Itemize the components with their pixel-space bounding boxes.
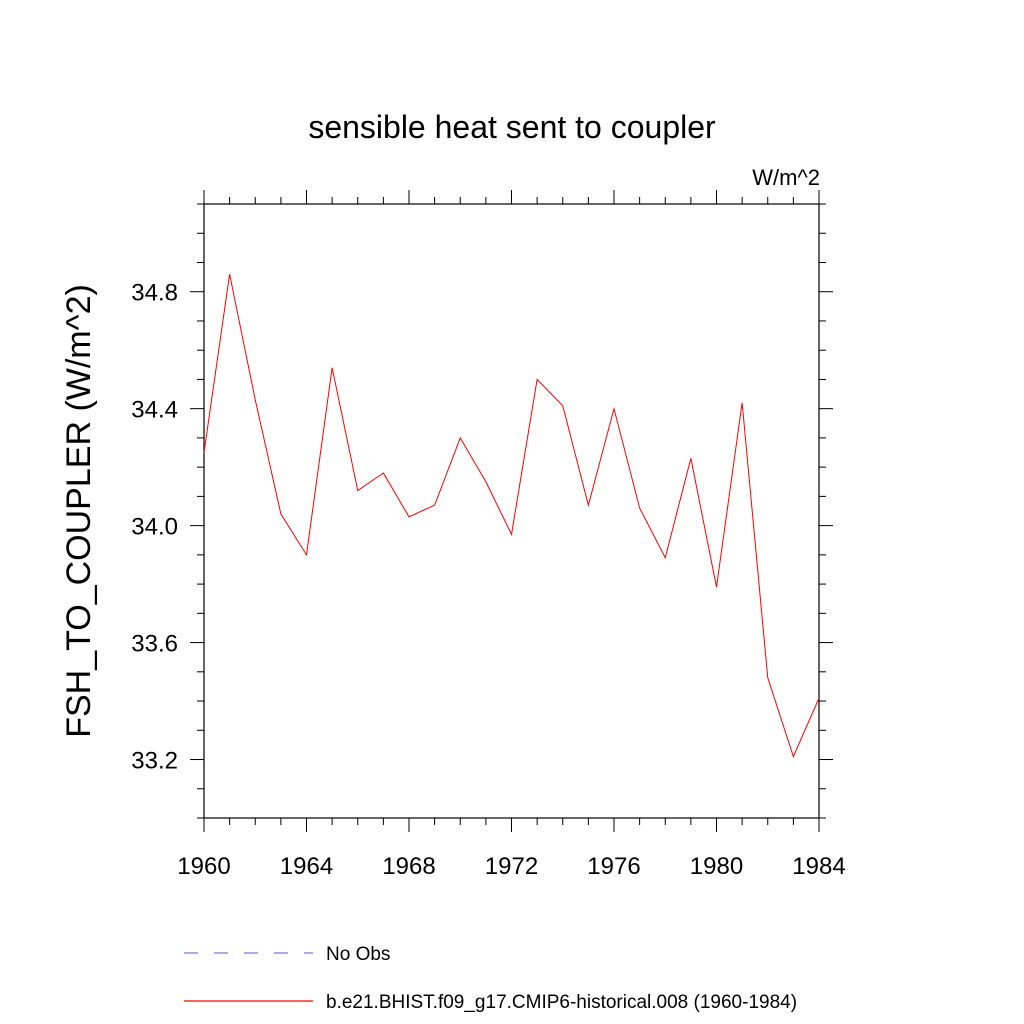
legend-label-no-obs: No Obs [326, 944, 390, 965]
x-tick-label: 1972 [485, 853, 538, 880]
chart-title: sensible heat sent to coupler [308, 109, 716, 145]
units-label: W/m^2 [752, 165, 820, 190]
series-line-1 [203, 274, 820, 759]
y-tick-label: 34.4 [131, 397, 178, 424]
series-layer [203, 274, 820, 759]
x-tick-label: 1980 [690, 853, 743, 880]
axis-ticks: 1960 1964 1968 1972 1976 1980 1984 33.2 33.6 34.0… [131, 190, 846, 880]
legend: No Obs b.e21.BHIST.f09_g17.CMIP6-histori… [184, 944, 797, 1013]
x-tick-label: 1976 [587, 853, 640, 880]
x-tick-label: 1984 [792, 853, 845, 880]
y-tick-label: 33.6 [131, 631, 178, 658]
x-tick-label: 1968 [382, 853, 435, 880]
y-tick-label: 34.8 [131, 280, 178, 307]
x-tick-label: 1960 [177, 853, 230, 880]
y-tick-label: 33.2 [131, 748, 178, 775]
y-axis-label: FSH_TO_COUPLER (W/m^2) [60, 284, 98, 738]
x-tick-label: 1964 [280, 853, 333, 880]
legend-label-model: b.e21.BHIST.f09_g17.CMIP6-historical.008… [326, 992, 797, 1013]
y-tick-label: 34.0 [131, 514, 178, 541]
